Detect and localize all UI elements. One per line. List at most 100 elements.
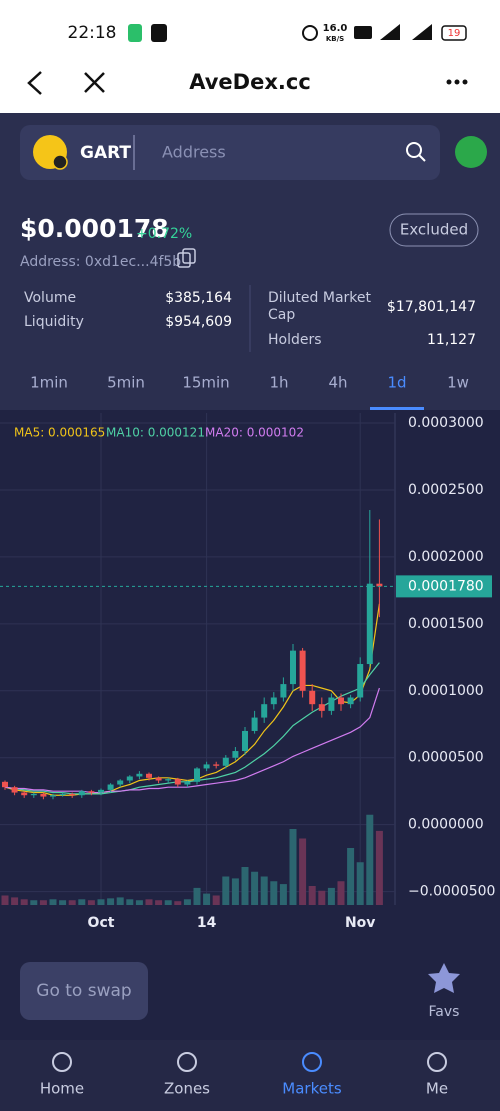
stat-label: Volume: [24, 290, 76, 306]
favs-label: Favs: [429, 1004, 460, 1020]
copy-button[interactable]: [177, 248, 196, 268]
tab-bar: [0, 1040, 500, 1111]
more-button[interactable]: [446, 79, 468, 85]
last-price-box: [396, 575, 492, 598]
stat-value: $385,164: [165, 290, 232, 306]
price-change: +0.72%: [136, 226, 192, 242]
tag-text: Excluded: [400, 221, 468, 239]
search-icon[interactable]: [406, 142, 426, 162]
ma-line: [4, 662, 380, 795]
candle-body: [107, 784, 114, 790]
volume-bar: [231, 878, 239, 905]
volume-bar: [107, 898, 115, 905]
nav-icon: [302, 1052, 322, 1072]
volume-bar: [20, 899, 28, 905]
timeframe-tab[interactable]: 1h: [269, 374, 288, 392]
nav-label[interactable]: Home: [40, 1080, 84, 1098]
volume-bar: [270, 881, 278, 905]
volume-bar: [174, 901, 182, 905]
search-bar[interactable]: [20, 125, 440, 180]
volume-bar: [78, 899, 86, 905]
candle-body: [318, 704, 325, 711]
volume-bar: [318, 890, 326, 905]
timeframe-tab[interactable]: 1d: [387, 374, 406, 392]
stat-value: $17,801,147: [387, 299, 476, 315]
legend-entry: MA5: 0.000165: [14, 426, 105, 440]
candle-body: [280, 684, 287, 698]
swap-button[interactable]: [20, 962, 148, 1020]
battery-level: 19: [448, 28, 461, 39]
alarm-icon: [302, 25, 318, 41]
tab-underline: [370, 407, 424, 410]
chain-badge: [52, 154, 68, 170]
chart-bg: [0, 410, 500, 1040]
candle-body: [136, 773, 143, 777]
candle-body: [299, 650, 306, 691]
nav-label[interactable]: Zones: [164, 1080, 210, 1098]
volume-bar: [203, 893, 211, 905]
candle-body: [2, 781, 8, 788]
candle-body: [203, 764, 210, 769]
candle-body: [261, 704, 268, 718]
y-tick-label: 0.0003000: [408, 415, 484, 431]
stat-value: $954,609: [165, 314, 232, 330]
candle-body: [88, 791, 95, 793]
y-tick-label: 0.0000000: [408, 817, 484, 833]
swap-button-text: Go to swap: [36, 981, 131, 1001]
volume-bar: [183, 899, 191, 905]
bottom-nav: Home Zones Markets Me: [40, 1052, 448, 1098]
volume-bar: [347, 848, 355, 905]
address: Address: 0xd1ec...4f5b: [20, 254, 181, 270]
volume-bar: [337, 881, 345, 905]
volume-bar: [11, 897, 19, 905]
volume-bar: [145, 899, 153, 905]
timeframe-tab[interactable]: 5min: [107, 374, 145, 392]
timeframe-tab[interactable]: 4h: [328, 374, 347, 392]
volume-bar: [68, 900, 76, 905]
nav-label[interactable]: Markets: [282, 1080, 342, 1098]
volume-bar: [279, 884, 287, 905]
token-name: GART: [80, 143, 131, 163]
volume-bar: [375, 830, 383, 905]
volume-bar: [241, 867, 249, 905]
volume-bar: [116, 897, 124, 905]
ma-line: [4, 687, 380, 794]
y-tick-label: 0.0001500: [408, 616, 484, 632]
app-icon[interactable]: [455, 136, 487, 168]
nav-icon: [427, 1052, 447, 1072]
candle-body: [222, 757, 229, 766]
volume-bar: [366, 814, 374, 905]
stat-label: Diluted Market: [268, 290, 372, 306]
candle-body: [69, 793, 76, 796]
close-button[interactable]: [84, 72, 105, 93]
search-placeholder: Address: [162, 143, 226, 162]
back-button[interactable]: [27, 71, 42, 95]
chart: 0.0003000 0.0002500 0.0002000 0.0001500 0.00…: [0, 413, 495, 931]
favs-icon[interactable]: [428, 963, 460, 993]
volume-bar: [155, 900, 163, 905]
hd-icon: [354, 26, 372, 39]
candle-body: [251, 717, 258, 731]
page-title: AveDex.cc: [189, 70, 311, 94]
candle-body: [366, 583, 373, 665]
candle-body: [184, 781, 191, 785]
volume-bar: [164, 900, 172, 905]
signal-icon: [380, 24, 432, 40]
timeframe-tab[interactable]: 15min: [182, 374, 229, 392]
candle-body: [270, 697, 277, 705]
timeframe-tab[interactable]: 1min: [30, 374, 68, 392]
volume-bar: [87, 900, 95, 905]
volume-bar: [260, 876, 268, 905]
candle-body: [376, 583, 383, 587]
candle-body: [30, 793, 37, 796]
nav-label[interactable]: Me: [426, 1080, 448, 1098]
net-speed-unit: KB/S: [326, 35, 344, 43]
status-icon: [151, 24, 167, 42]
timeframe-tab[interactable]: 1w: [447, 374, 469, 392]
volume-bar: [327, 887, 335, 905]
volume-bar: [59, 900, 67, 905]
tag-pill: [389, 213, 479, 247]
candle-body: [328, 697, 335, 711]
y-tick-label: 0.0000500: [408, 750, 484, 766]
